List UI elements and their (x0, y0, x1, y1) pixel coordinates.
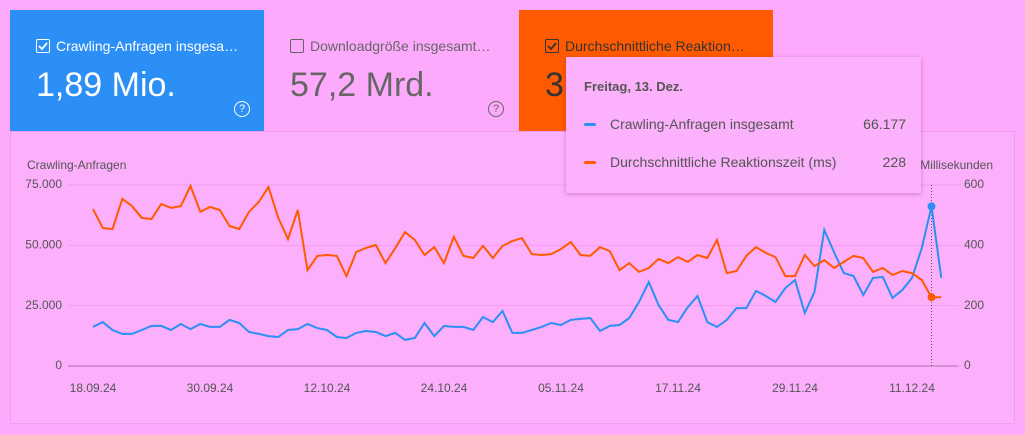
card-value: 57,2 Mrd. (290, 66, 434, 104)
checkbox[interactable] (290, 39, 304, 53)
y2-tick-label: 0 (964, 358, 971, 372)
legend-dot (584, 160, 596, 164)
x-tick-label: 12.10.24 (304, 381, 351, 395)
card-label: Crawling-Anfragen insgesa… (56, 38, 239, 54)
y2-tick-label: 600 (964, 177, 984, 191)
card-value: 3 (545, 66, 564, 104)
y-tick-label: 50.000 (25, 238, 62, 252)
x-tick-label: 29.11.24 (772, 381, 818, 395)
hover-point (927, 202, 936, 211)
tooltip-value: 66.177 (863, 116, 906, 132)
help-icon[interactable]: ? (234, 101, 250, 117)
y-tick-label: 75.000 (25, 177, 62, 191)
y-axis-title: Crawling-Anfragen (27, 158, 126, 172)
x-tick-label: 17.11.24 (655, 381, 701, 395)
y-tick-label: 0 (55, 358, 62, 372)
legend-entry: Durchschnittliche Reaktionszeit (ms) (610, 154, 837, 170)
card-label: Durchschnittliche Reaktion… (565, 38, 745, 54)
x-tick-label: 18.09.24 (70, 381, 117, 395)
tooltip: Freitag, 13. Dez. Crawling-Anfragen insg… (566, 57, 921, 193)
y2-axis-title: Millisekunden (920, 158, 993, 172)
series-line (92, 183, 942, 299)
series-line (92, 206, 943, 341)
x-tick-label: 05.11.24 (538, 381, 584, 395)
checkbox[interactable] (545, 39, 559, 53)
checkbox[interactable] (36, 39, 50, 53)
tooltip-value: 228 (882, 154, 906, 170)
hover-point (927, 293, 936, 302)
y-tick-label: 25.000 (25, 298, 62, 312)
tooltip-date: Freitag, 13. Dez. (584, 79, 683, 94)
x-tick-label: 24.10.24 (421, 381, 468, 395)
metric-card[interactable]: Downloadgröße insgesamt… 57,2 Mrd. ? (264, 10, 518, 131)
legend-dot (584, 122, 596, 126)
card-label: Downloadgröße insgesamt… (310, 38, 491, 54)
x-tick-label: 11.12.24 (889, 381, 935, 395)
help-icon[interactable]: ? (488, 101, 504, 117)
card-value: 1,89 Mio. (36, 66, 176, 104)
legend-entry: Crawling-Anfragen insgesamt (610, 116, 794, 132)
y2-tick-label: 200 (964, 298, 984, 312)
y2-tick-label: 400 (964, 238, 984, 252)
x-tick-label: 30.09.24 (187, 381, 234, 395)
metric-card[interactable]: Crawling-Anfragen insgesa… 1,89 Mio. ? (10, 10, 264, 131)
